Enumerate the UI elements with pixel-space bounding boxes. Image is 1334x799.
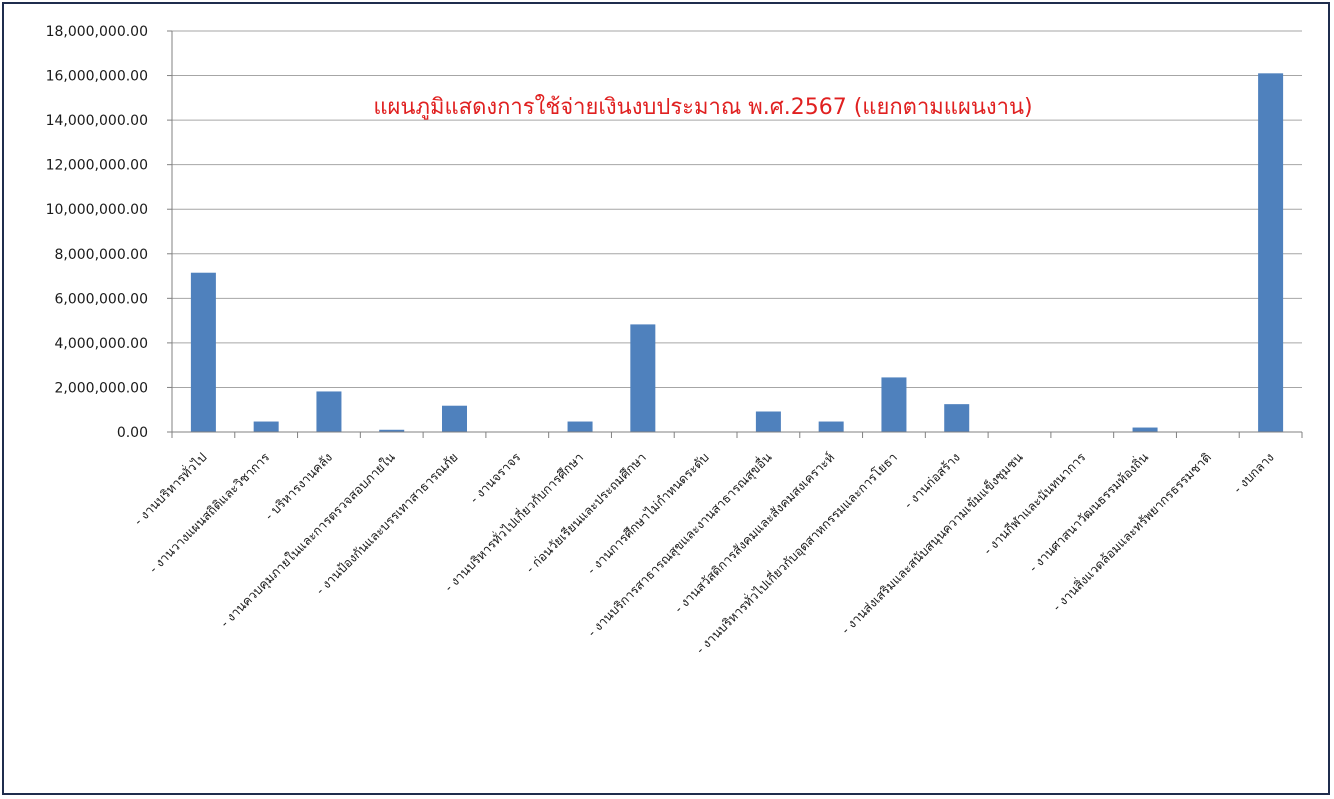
bar bbox=[630, 324, 656, 432]
bar bbox=[442, 405, 467, 432]
x-category-label: - ก่อนวัยเรียนและประถมศึกษา bbox=[523, 450, 649, 576]
x-category-label: - งบกลาง bbox=[1230, 450, 1277, 497]
y-tick-label: 4,000,000.00 bbox=[54, 336, 148, 352]
x-category-label: - งานป้องกันและบรรเทาสาธารณภัย bbox=[313, 450, 461, 598]
y-tick-label: 6,000,000.00 bbox=[54, 291, 148, 307]
y-axis-ticks: 0.00 2,000,000.00 4,000,000.00 6,000,000.00… bbox=[46, 24, 172, 441]
x-category-label: - งานการศึกษาไม่กำหนดระดับ bbox=[584, 449, 712, 577]
y-tick-label: 8,000,000.00 bbox=[54, 247, 148, 263]
bar bbox=[253, 421, 279, 432]
bar bbox=[1258, 73, 1284, 433]
y-tick-label: 12,000,000.00 bbox=[46, 158, 148, 174]
y-tick-label: 10,000,000.00 bbox=[46, 202, 148, 218]
x-category-label: - งานจราจร bbox=[467, 449, 524, 506]
bar bbox=[1132, 427, 1158, 432]
gridlines bbox=[172, 30, 1302, 388]
x-category-label: - งานศาสนาวัฒนธรรมท้องถิ่น bbox=[1025, 448, 1151, 574]
bar bbox=[881, 377, 907, 432]
bar bbox=[567, 421, 593, 432]
x-axis-category-labels: - งานบริหารทั่วไป- งานวางแผนสถิติและวิชา… bbox=[130, 448, 1277, 657]
x-category-label: - งานวางแผนสถิติและวิชาการ bbox=[146, 449, 273, 576]
x-category-label: - งานบริหารทั่วไปเกี่ยวกับการศึกษา bbox=[441, 449, 587, 595]
chart-title: แผนภูมิแสดงการใช้จ่ายเงินงบประมาณ พ.ศ.25… bbox=[373, 94, 1032, 120]
y-tick-label: 0.00 bbox=[117, 425, 148, 441]
bar bbox=[190, 272, 216, 432]
y-tick-label: 16,000,000.00 bbox=[46, 69, 148, 85]
y-tick-label: 14,000,000.00 bbox=[46, 113, 148, 129]
bar bbox=[316, 391, 342, 432]
y-tick-label: 2,000,000.00 bbox=[54, 380, 148, 396]
bar bbox=[944, 404, 970, 432]
bars bbox=[190, 73, 1284, 433]
x-category-label: - งานกีฬาและนันทนาการ bbox=[980, 449, 1088, 557]
bar bbox=[379, 429, 405, 432]
x-category-label: - งานก่อสร้าง bbox=[901, 450, 963, 512]
bar-chart: 0.00 2,000,000.00 4,000,000.00 6,000,000.00… bbox=[46, 24, 1303, 657]
axes bbox=[171, 31, 1303, 438]
y-tick-label: 18,000,000.00 bbox=[46, 24, 148, 40]
bar bbox=[818, 421, 844, 432]
bar bbox=[755, 411, 781, 432]
